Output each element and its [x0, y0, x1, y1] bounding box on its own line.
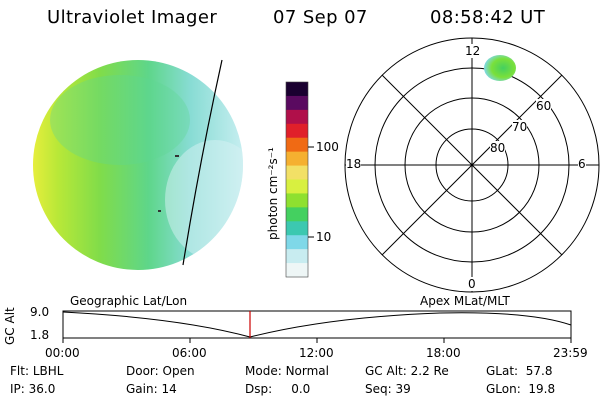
gain-value: 14: [161, 382, 177, 396]
status-filter: Flt: LBHL: [10, 364, 63, 378]
uv-image-globe: [33, 59, 243, 270]
colorbar-cell: [286, 221, 308, 236]
door-value: Open: [162, 364, 195, 378]
timeline-xtick-18: 18:00: [426, 346, 461, 360]
glon-label: GLon:: [486, 382, 521, 396]
gain-label: Gain:: [126, 382, 158, 396]
status-mode: Mode: Normal: [245, 364, 329, 378]
timeline-ytick-1-8: 1.8: [30, 328, 50, 342]
mlt-label-18: 18: [346, 157, 362, 171]
colorbar-cell: [286, 193, 308, 208]
colorbar-tick-100: 100: [316, 140, 339, 154]
auroral-emission-patch: [484, 55, 516, 81]
colorbar-cell: [286, 82, 308, 97]
colorbar-cell: [286, 165, 308, 180]
colorbar-cell: [286, 249, 308, 264]
glat-value: 57.8: [525, 364, 553, 378]
colorbar-cell: [286, 179, 308, 194]
door-label: Door:: [126, 364, 159, 378]
timeline-xtick-00: 00:00: [45, 346, 80, 360]
colorbar-unit-label: photon cm⁻²s⁻¹: [266, 147, 280, 240]
colorbar-cell: [286, 151, 308, 167]
lat-label-60: 60: [536, 99, 552, 113]
ip-value: 36.0: [28, 382, 56, 396]
status-ip: IP: 36.0: [10, 382, 55, 396]
status-gc-alt: GC Alt: 2.2 Re: [365, 364, 449, 378]
glon-value: 19.8: [528, 382, 556, 396]
terminator-line: [182, 59, 223, 266]
mode-value: Normal: [285, 364, 329, 378]
mlt-label-6: 6: [578, 157, 586, 171]
seq-label: Seq:: [365, 382, 392, 396]
status-gain: Gain: 14: [126, 382, 177, 396]
dsp-label: Dsp:: [245, 382, 273, 396]
timeline-right-title: Apex MLat/MLT: [420, 294, 510, 308]
status-seq: Seq: 39: [365, 382, 411, 396]
observation-time: 08:58:42 UT: [430, 7, 546, 28]
ip-label: IP:: [10, 382, 25, 396]
status-glon: GLon: 19.8: [486, 382, 555, 396]
timeline-ytick-9: 9.0: [30, 305, 50, 319]
colorbar-cell: [286, 235, 308, 250]
timeline-left-title: Geographic Lat/Lon: [70, 294, 188, 308]
colorbar-cell: [286, 207, 308, 222]
timeline-y-label: GC Alt: [3, 307, 17, 345]
polar-plot: [344, 37, 600, 293]
colorbar-cell: [286, 109, 308, 125]
filter-value: LBHL: [32, 364, 64, 378]
status-dsp: Dsp: 0.0: [245, 382, 310, 396]
speckle: [175, 155, 179, 157]
observation-date: 07 Sep 07: [273, 7, 368, 28]
mlt-label-0: 0: [468, 277, 476, 291]
colorbar-cell: [286, 123, 308, 139]
glat-label: GLat:: [486, 364, 519, 378]
mode-label: Mode:: [245, 364, 282, 378]
colorbar-cell: [286, 95, 308, 111]
dsp-value: 0.0: [291, 382, 311, 396]
mlt-label-12: 12: [465, 44, 481, 58]
gc-alt-label: GC Alt:: [365, 364, 407, 378]
seq-value: 39: [395, 382, 411, 396]
lat-label-80: 80: [490, 141, 506, 155]
filter-label: Flt:: [10, 364, 29, 378]
timeline-xtick-12: 12:00: [299, 346, 334, 360]
timeline-xtick-06: 06:00: [172, 346, 207, 360]
colorbar-cell: [286, 263, 308, 278]
colorbar-cell: [286, 137, 308, 153]
colorbar-tick-10: 10: [316, 230, 332, 244]
speckle: [158, 210, 161, 212]
timeline-xtick-2359: 23:59: [553, 346, 588, 360]
altitude-timeline: [62, 310, 572, 343]
colorbar: [285, 81, 314, 278]
status-door: Door: Open: [126, 364, 195, 378]
lat-label-70: 70: [512, 120, 528, 134]
instrument-title: Ultraviolet Imager: [47, 7, 218, 28]
gc-alt-value: 2.2 Re: [410, 364, 449, 378]
status-glat: GLat: 57.8: [486, 364, 552, 378]
